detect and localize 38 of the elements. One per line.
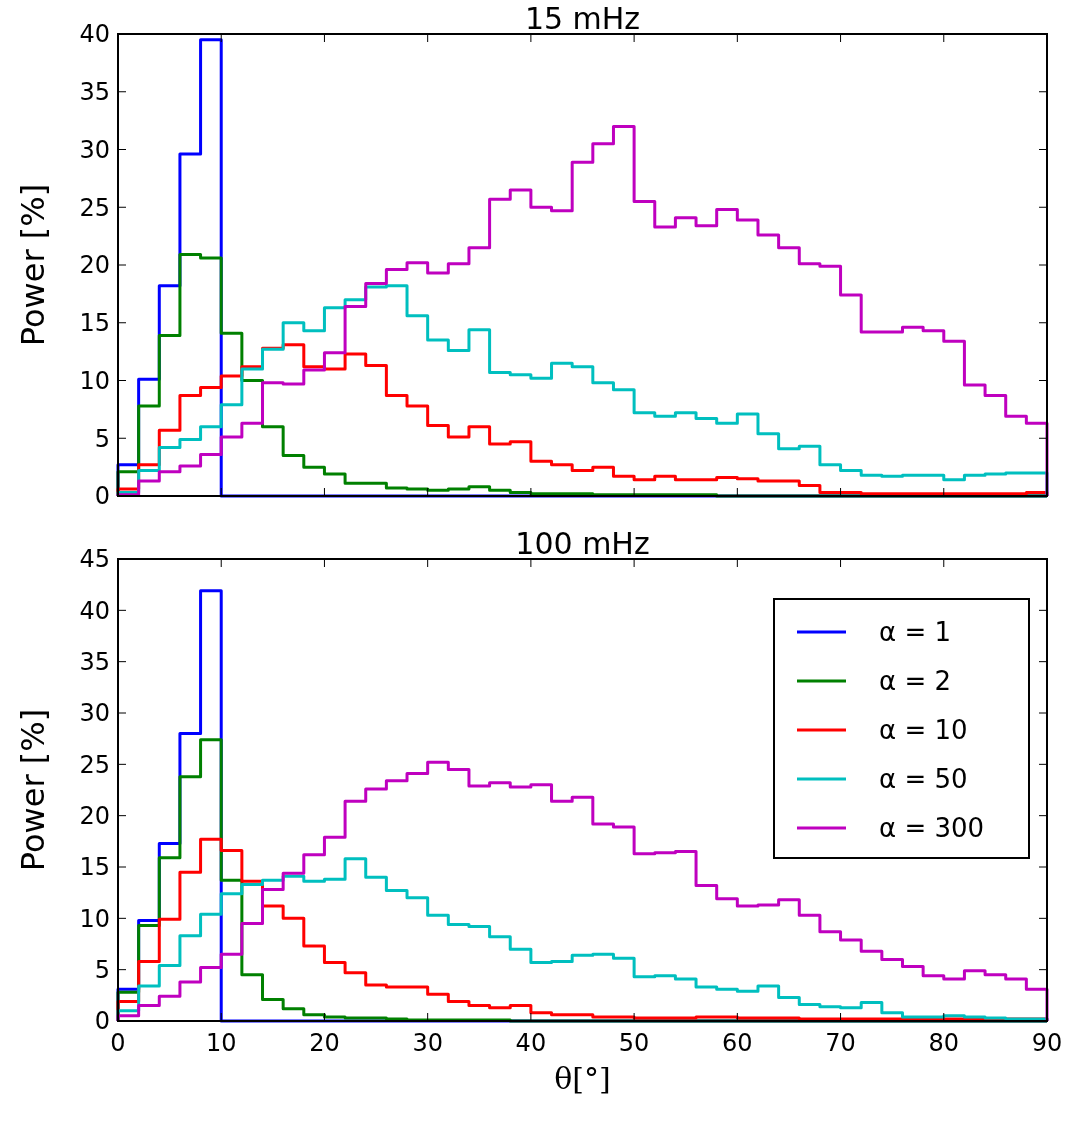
y-tick-label: 35 bbox=[79, 648, 110, 677]
y-tick-label: 15 bbox=[79, 309, 110, 338]
y-axis-title: Power [%] bbox=[14, 183, 52, 347]
y-tick-label: 0 bbox=[94, 1007, 110, 1036]
y-tick-label: 35 bbox=[79, 78, 110, 107]
y-tick-label: 20 bbox=[79, 251, 110, 280]
x-tick-label: 70 bbox=[825, 1029, 856, 1057]
x-tick-label: 50 bbox=[618, 1029, 650, 1057]
legend-label: α = 1 bbox=[879, 617, 951, 648]
y-tick-label: 15 bbox=[79, 853, 110, 882]
x-tick-label: 30 bbox=[412, 1029, 443, 1057]
y-tick-label: 5 bbox=[94, 424, 110, 453]
y-tick-label: 5 bbox=[94, 956, 110, 985]
y-tick-label: 25 bbox=[79, 193, 110, 222]
x-tick-label: 80 bbox=[928, 1029, 960, 1057]
legend-label: α = 2 bbox=[879, 666, 951, 697]
chart-title: 15 mHz bbox=[524, 1, 641, 36]
y-tick-label: 0 bbox=[94, 482, 110, 511]
y-tick-label: 30 bbox=[79, 699, 110, 728]
y-tick-label: 45 bbox=[79, 545, 110, 574]
chart-title: 100 mHz bbox=[515, 526, 650, 561]
y-tick-label: 20 bbox=[79, 802, 110, 831]
y-tick-label: 30 bbox=[79, 135, 110, 164]
x-tick-label: 40 bbox=[515, 1029, 547, 1057]
x-tick-label: 20 bbox=[309, 1029, 340, 1057]
x-tick-label: 90 bbox=[1031, 1029, 1063, 1057]
x-tick-label: 60 bbox=[722, 1029, 753, 1057]
legend-label: α = 10 bbox=[879, 715, 968, 746]
y-tick-label: 25 bbox=[79, 750, 110, 779]
legend-label: α = 50 bbox=[879, 764, 968, 795]
y-axis-title: Power [%] bbox=[14, 708, 52, 872]
y-tick-label: 10 bbox=[79, 366, 110, 395]
y-tick-label: 40 bbox=[79, 596, 110, 625]
x-axis-title: θ[°] bbox=[554, 1061, 611, 1096]
x-tick-label: 10 bbox=[205, 1029, 237, 1057]
legend-label: α = 300 bbox=[879, 813, 985, 844]
y-tick-label: 10 bbox=[79, 904, 110, 933]
y-tick-label: 40 bbox=[79, 20, 110, 49]
